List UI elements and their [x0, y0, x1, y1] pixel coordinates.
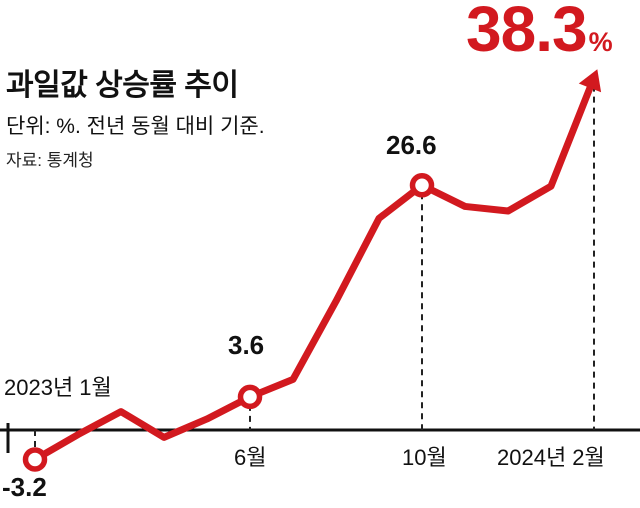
data-label-start: -3.2	[2, 472, 47, 502]
page-title: 과일값 상승률 추이	[6, 69, 239, 102]
chart-unit-note: 단위: %. 전년 동월 대비 기준.	[6, 115, 265, 138]
arrow-head-icon	[578, 69, 602, 93]
data-label-june: 3.6	[228, 330, 265, 360]
x-tick-2024-feb: 2024년 2월	[497, 445, 605, 470]
x-tick-2023-jan: 2023년 1월	[4, 375, 112, 400]
point-marker	[409, 173, 435, 198]
highlight-value: 38.3 %	[466, 0, 613, 66]
highlight-unit: %	[588, 27, 613, 57]
chart-series-layer	[22, 69, 602, 472]
point-marker	[22, 447, 48, 472]
highlight-number: 38.3	[466, 0, 588, 65]
point-marker	[237, 384, 263, 410]
x-tick-october: 10월	[402, 445, 447, 470]
data-label-october: 26.6	[386, 130, 437, 160]
chart-source: 자료: 통계청	[6, 151, 94, 170]
x-tick-june: 6월	[234, 445, 267, 470]
series-line	[31, 74, 598, 463]
